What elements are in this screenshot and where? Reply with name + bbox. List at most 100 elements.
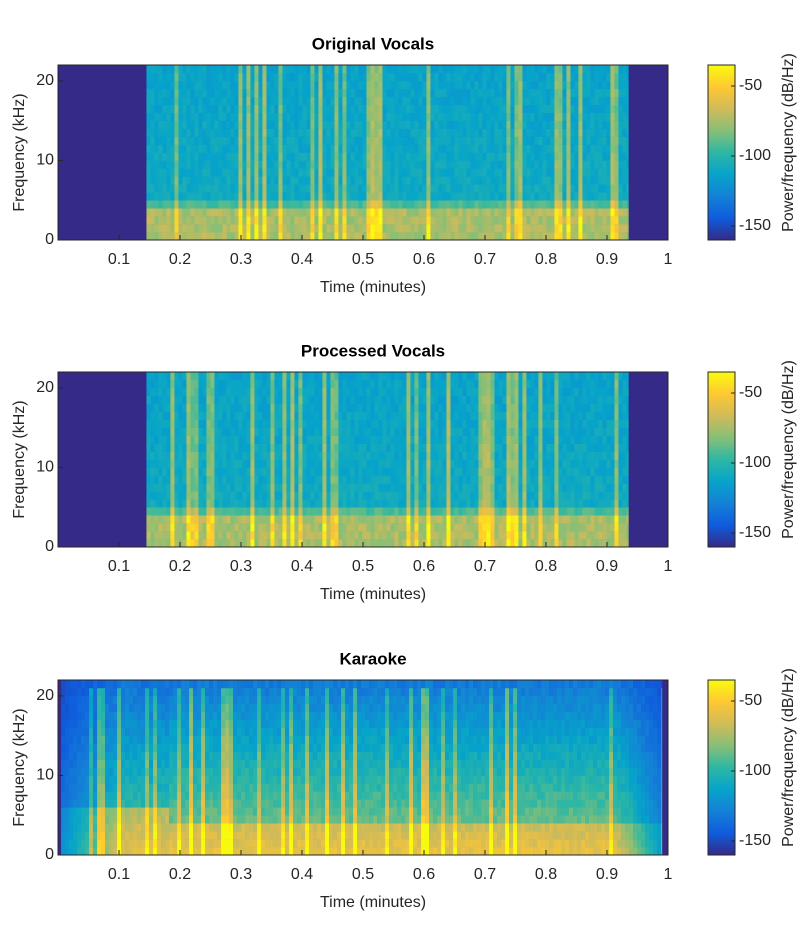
- spectrogram-cell: [166, 192, 170, 200]
- spectrogram-cell: [394, 81, 398, 89]
- spectrogram-cell: [274, 89, 278, 97]
- spectrogram-cell: [386, 184, 390, 192]
- spectrogram-cell: [250, 232, 254, 240]
- spectrogram-cell: [478, 483, 482, 491]
- spectrogram-cell: [422, 436, 426, 444]
- spectrogram-cell: [162, 412, 166, 420]
- spectrogram-cell: [358, 153, 362, 161]
- spectrogram-cell: [502, 372, 506, 380]
- spectrogram-cell: [554, 523, 558, 531]
- spectrogram-cell: [410, 137, 414, 145]
- spectrogram-cell: [342, 515, 346, 523]
- spectrogram-cell: [266, 483, 270, 491]
- spectrogram-cell: [146, 436, 150, 444]
- spectrogram-cell: [362, 208, 366, 216]
- spectrogram-cell: [378, 184, 382, 192]
- spectrogram-cell: [582, 81, 586, 89]
- spectrogram-cell: [286, 388, 290, 396]
- spectrogram-cell: [382, 428, 386, 436]
- spectrogram-cell: [510, 65, 514, 73]
- spectrogram-cell: [478, 515, 482, 523]
- spectrogram-cell: [450, 97, 454, 105]
- spectrogram-cell: [258, 396, 262, 404]
- spectrogram-cell: [310, 73, 314, 81]
- spectrogram-cell: [450, 65, 454, 73]
- spectrogram-cell: [246, 460, 250, 468]
- spectrogram-cell: [390, 97, 394, 105]
- spectrogram-cell: [198, 89, 202, 97]
- spectrogram-cell: [294, 531, 298, 539]
- spectrogram-cell: [206, 73, 210, 81]
- spectrogram-cell: [202, 460, 206, 468]
- spectrogram-cell: [246, 420, 250, 428]
- spectrogram-cell: [438, 460, 442, 468]
- spectrogram-cell: [610, 65, 614, 73]
- spectrogram-cell: [434, 105, 438, 113]
- spectrogram-cell: [550, 412, 554, 420]
- spectrogram-cell: [594, 176, 598, 184]
- spectrogram-cell: [346, 137, 350, 145]
- spectrogram-cell: [362, 129, 366, 137]
- spectrogram-cell: [386, 428, 390, 436]
- spectrogram-cell: [622, 145, 626, 153]
- spectrogram-cell: [462, 380, 466, 388]
- spectrogram-cell: [390, 73, 394, 81]
- spectrogram-cell: [570, 224, 574, 232]
- spectrogram-cell: [530, 105, 534, 113]
- spectrogram-cell: [306, 531, 310, 539]
- spectrogram-cell: [354, 460, 358, 468]
- spectrogram-cell: [514, 523, 518, 531]
- spectrogram-cell: [162, 436, 166, 444]
- spectrogram-cell: [270, 396, 274, 404]
- spectrogram-cell: [326, 467, 330, 475]
- spectrogram-cell: [462, 168, 466, 176]
- spectrogram-cell: [254, 436, 258, 444]
- spectrogram-cell: [474, 113, 478, 121]
- spectrogram-cell: [378, 388, 382, 396]
- spectrogram-cell: [438, 436, 442, 444]
- spectrogram-cell: [450, 420, 454, 428]
- spectrogram-cell: [446, 192, 450, 200]
- spectrogram-cell: [302, 129, 306, 137]
- spectrogram-cell: [362, 515, 366, 523]
- spectrogram-cell: [342, 81, 346, 89]
- spectrogram-cell: [426, 121, 430, 129]
- spectrogram-cell: [430, 160, 434, 168]
- spectrogram-cell: [362, 137, 366, 145]
- spectrogram-cell: [234, 388, 238, 396]
- spectrogram-cell: [458, 460, 462, 468]
- spectrogram-cell: [358, 97, 362, 105]
- spectrogram-cell: [174, 105, 178, 113]
- spectrogram-cell: [470, 380, 474, 388]
- spectrogram-cell: [358, 420, 362, 428]
- spectrogram-cell: [582, 160, 586, 168]
- spectrogram-cell: [362, 216, 366, 224]
- spectrogram-cell: [382, 73, 386, 81]
- spectrogram-cell: [354, 184, 358, 192]
- spectrogram-cell: [378, 145, 382, 153]
- spectrogram-cell: [550, 65, 554, 73]
- spectrogram-cell: [498, 491, 502, 499]
- spectrogram-cell: [538, 483, 542, 491]
- spectrogram-cell: [506, 192, 510, 200]
- spectrogram-cell: [474, 176, 478, 184]
- spectrogram-cell: [614, 200, 618, 208]
- spectrogram-cell: [438, 380, 442, 388]
- spectrogram-cell: [382, 436, 386, 444]
- spectrogram-cell: [454, 184, 458, 192]
- spectrogram-cell: [270, 436, 274, 444]
- spectrogram-cell: [290, 192, 294, 200]
- spectrogram-cell: [590, 105, 594, 113]
- spectrogram-cell: [154, 467, 158, 475]
- spectrogram-cell: [610, 73, 614, 81]
- spectrogram-cell: [562, 113, 566, 121]
- spectrogram-cell: [514, 475, 518, 483]
- spectrogram-cell: [278, 145, 282, 153]
- spectrogram-cell: [158, 232, 162, 240]
- spectrogram-cell: [342, 412, 346, 420]
- spectrogram-cell: [526, 460, 530, 468]
- spectrogram-cell: [570, 137, 574, 145]
- spectrogram-cell: [306, 113, 310, 121]
- spectrogram-cell: [506, 380, 510, 388]
- spectrogram-cell: [234, 160, 238, 168]
